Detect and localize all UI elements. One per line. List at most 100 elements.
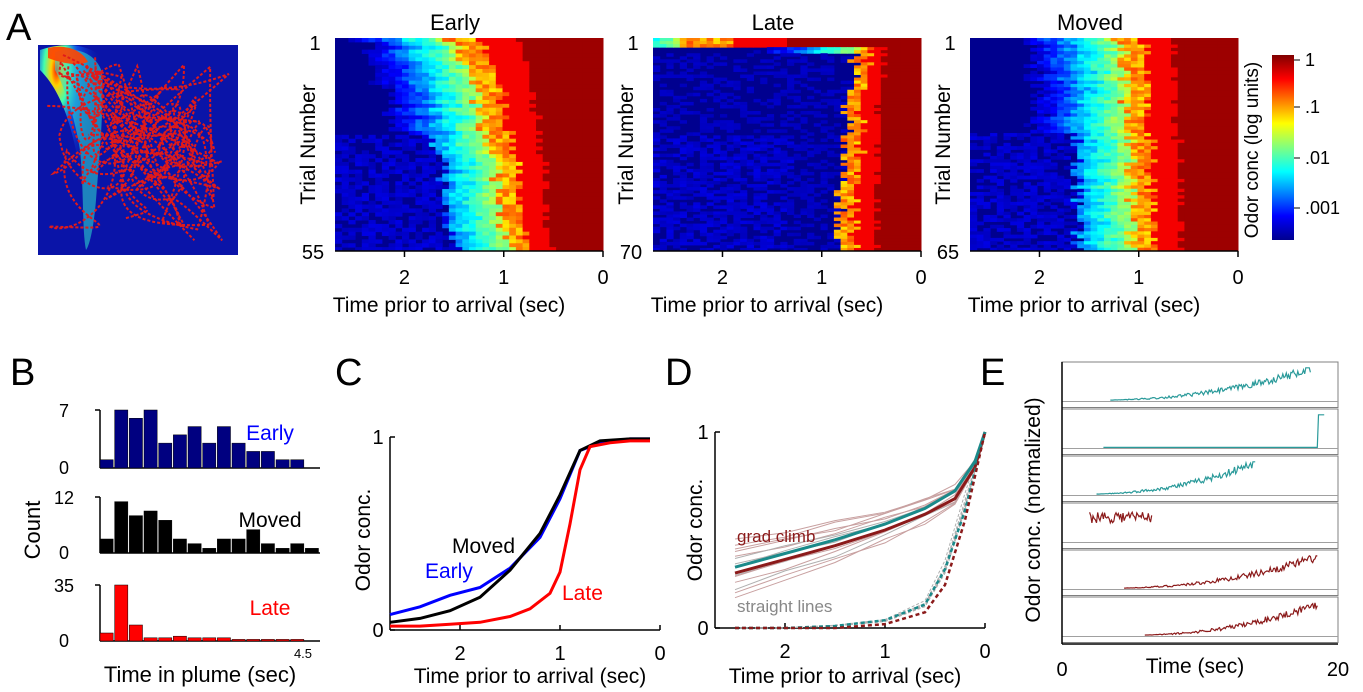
heatmap-cell (1063, 103, 1071, 108)
heatmap-cell (495, 45, 503, 51)
heatmap-cell (780, 153, 788, 158)
heatmap-cell (1150, 93, 1159, 98)
heatmap-cell (1191, 80, 1199, 85)
heatmap-cell (867, 107, 875, 112)
heatmap-cell (813, 89, 821, 94)
heatmap-cell (402, 119, 410, 124)
heatmap-cell (1097, 129, 1105, 134)
heatmap-cell (596, 61, 604, 66)
heatmap-cell (415, 88, 423, 93)
heatmap-cell (422, 72, 430, 78)
heatmap-cell (469, 196, 477, 202)
heatmap-cell (1197, 77, 1205, 82)
heatmap-cell (1224, 162, 1232, 167)
heatmap-cell (522, 45, 530, 51)
heatmap-cell (542, 181, 550, 186)
heatmap-cell (462, 57, 470, 62)
heatmap-cell (381, 173, 390, 178)
heatmap-cell (1037, 110, 1045, 114)
heatmap-cell (787, 86, 795, 91)
heatmap-cell (388, 99, 396, 105)
heatmap-cell (542, 158, 550, 163)
heatmap-cell (1204, 142, 1212, 147)
heatmap-cell (475, 111, 483, 116)
heatmap-cell (787, 104, 795, 109)
heatmap-cell (1157, 159, 1165, 164)
heatmap-cell (740, 38, 748, 42)
heatmap-cell (1177, 100, 1185, 105)
heatmap-cell (542, 130, 550, 136)
heatmap-cell (515, 107, 524, 113)
heatmap-cell (1177, 47, 1185, 52)
heatmap-cell (760, 196, 768, 200)
heatmap-cell (368, 220, 376, 225)
heatmap-cell (422, 76, 430, 82)
heatmap-cell (422, 173, 430, 178)
heatmap-cell (820, 147, 828, 152)
heatmap-cell (482, 80, 490, 85)
heatmap-cell (773, 150, 781, 155)
heatmap-cell (1023, 77, 1031, 82)
heatmap-cell (489, 76, 497, 82)
heatmap-cell (542, 173, 550, 178)
heatmap-cell (679, 241, 687, 246)
heatmap-cell (854, 50, 862, 54)
heatmap-cell (549, 38, 557, 43)
heatmap-cell (740, 41, 748, 45)
heatmap-cell (887, 86, 895, 91)
heatmap-cell (887, 59, 895, 63)
heatmap-cell (867, 184, 875, 188)
heatmap-cell (1137, 129, 1145, 134)
heatmap-cell (699, 123, 708, 127)
heatmap-cell (693, 174, 701, 179)
heatmap-cell (867, 220, 875, 225)
heatmap-cell (1050, 113, 1058, 118)
heatmap-cell (375, 65, 383, 70)
heatmap-cell (576, 227, 584, 233)
heatmap-cell (746, 41, 754, 45)
heatmap-cell (562, 72, 570, 78)
heatmap-cell (381, 150, 390, 155)
heatmap-cell (415, 68, 423, 74)
heatmap-cell (686, 217, 694, 222)
heatmap-cell (1097, 139, 1105, 144)
heatmap-cell (773, 229, 781, 234)
heatmap-cell (589, 130, 597, 136)
heatmap-cell (854, 214, 862, 219)
heatmap-cell (556, 107, 564, 113)
heatmap-cell (894, 205, 902, 209)
heatmap-cell (827, 150, 835, 155)
heatmap-cell (509, 216, 517, 221)
heatmap-cell (800, 59, 808, 63)
heatmap-cell (773, 217, 781, 222)
heatmap-cell (887, 50, 895, 54)
heatmap-cell (780, 165, 788, 170)
heatmap-cell (706, 235, 714, 240)
heatmap-cell (428, 115, 436, 120)
heatmap-cell (847, 220, 855, 225)
heatmap-cell (1097, 106, 1105, 111)
heatmap-cell (462, 235, 470, 240)
heatmap-cell (766, 129, 775, 133)
heatmap-cell (1191, 87, 1199, 91)
heatmap-cell (1090, 136, 1098, 141)
heatmap-cell (666, 92, 674, 97)
heatmap-cell (1177, 149, 1185, 154)
heatmap-cell (1104, 44, 1112, 49)
heatmap-cell (699, 126, 708, 130)
heatmap-cell (455, 99, 463, 105)
heatmap-cell (1130, 100, 1138, 105)
heatmap-cell (746, 159, 754, 164)
heatmap-cell (914, 144, 922, 149)
heatmap-cell (699, 117, 708, 121)
heatmap-cell (596, 212, 604, 217)
heatmap-cell (1130, 74, 1138, 78)
heatmap-cell (529, 200, 537, 206)
heatmap-cell (462, 107, 470, 113)
heatmap-cell (659, 144, 667, 149)
heatmap-cell (887, 238, 895, 243)
heatmap-cell (395, 247, 403, 252)
heatmap-cell (1124, 113, 1132, 118)
heatmap-cell (502, 154, 510, 159)
heatmap-cell (542, 212, 550, 217)
